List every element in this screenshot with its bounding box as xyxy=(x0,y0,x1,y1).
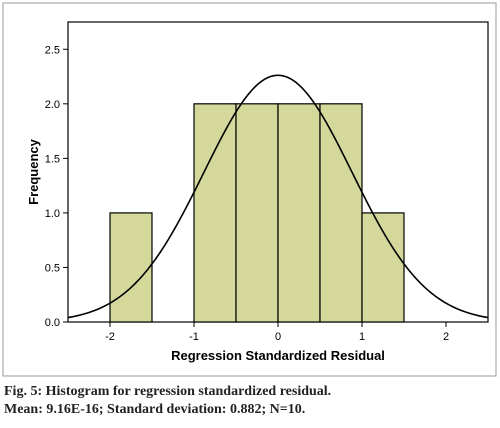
y-tick-label: 1.0 xyxy=(45,208,60,220)
y-tick-label: 2.0 xyxy=(45,99,60,111)
histogram-bar-0 xyxy=(109,212,153,323)
caption-line-1: Fig. 5: Histogram for regression standar… xyxy=(4,384,332,399)
plot-area: -2 -1 0 1 2 0.0 0.5 1.0 1.5 2.0 2.5 xyxy=(45,21,489,343)
x-tick-label: -2 xyxy=(105,331,115,343)
x-tick-label: -1 xyxy=(189,331,199,343)
histogram-bar-5 xyxy=(319,103,363,323)
y-axis-title: Frequency xyxy=(26,138,41,205)
histogram-bar-6 xyxy=(361,212,405,323)
histogram-bar-4 xyxy=(277,103,321,323)
y-tick-label: 1.5 xyxy=(45,153,60,165)
y-tick-label: 0.0 xyxy=(45,317,60,329)
x-tick-label: 1 xyxy=(359,331,365,343)
histogram-bar-2 xyxy=(193,103,237,323)
x-axis-title: Regression Standardized Residual xyxy=(171,348,385,363)
figure-caption: Fig. 5: Histogram for regression standar… xyxy=(4,383,496,419)
x-axis-ticks: -2 -1 0 1 2 xyxy=(105,322,449,343)
caption-line-2: Mean: 9.16E-16; Standard deviation: 0.88… xyxy=(4,402,306,417)
y-tick-label: 0.5 xyxy=(45,262,60,274)
histogram-bar-3 xyxy=(235,103,279,323)
x-tick-label: 2 xyxy=(443,331,449,343)
histogram-bars xyxy=(109,103,405,323)
y-tick-label: 2.5 xyxy=(45,44,60,56)
histogram-chart: -2 -1 0 1 2 0.0 0.5 1.0 1.5 2.0 2.5 Regression St… xyxy=(2,2,497,377)
y-axis-ticks: 0.0 0.5 1.0 1.5 2.0 2.5 xyxy=(45,44,68,329)
x-tick-label: 0 xyxy=(275,331,281,343)
normal-curve xyxy=(67,74,489,319)
